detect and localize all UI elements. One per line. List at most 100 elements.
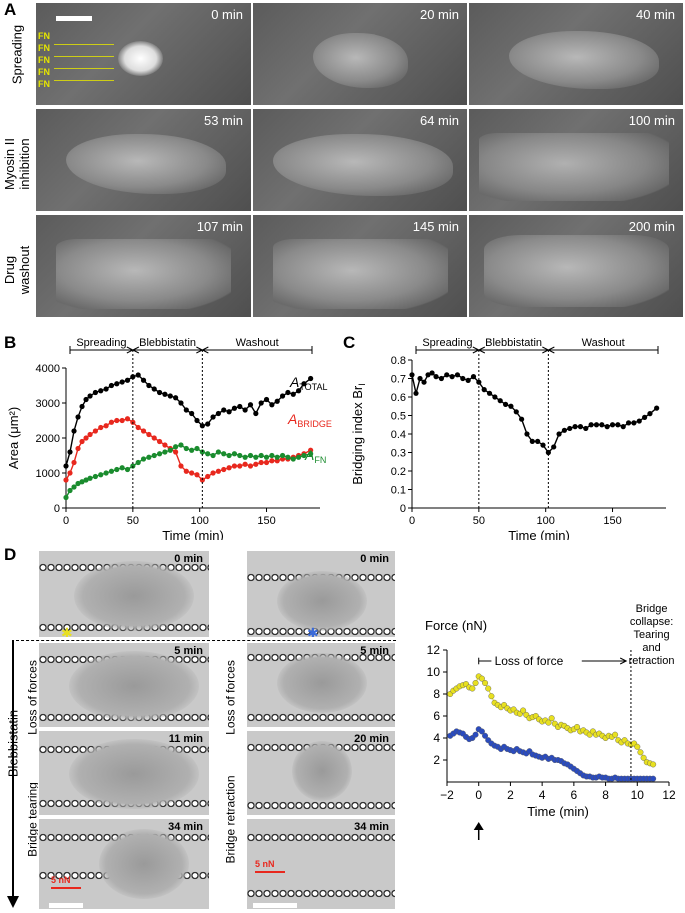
micrograph-spreading-20: 20 min bbox=[252, 2, 468, 106]
x-axis-title: Time (min) bbox=[527, 804, 589, 819]
data-point bbox=[119, 379, 125, 385]
data-point bbox=[540, 442, 546, 448]
data-point bbox=[75, 414, 81, 420]
data-point bbox=[470, 374, 477, 380]
data-point bbox=[417, 375, 423, 382]
y-tick-label: 0 bbox=[54, 503, 60, 515]
scale-label-5nn: 5 nN bbox=[51, 875, 71, 885]
data-point bbox=[460, 375, 466, 382]
data-point bbox=[567, 425, 573, 432]
arrowhead bbox=[201, 346, 209, 354]
data-point bbox=[114, 381, 120, 387]
arrow-up-icon bbox=[473, 822, 484, 830]
x-tick-label: 100 bbox=[537, 515, 555, 527]
y-tick-label: 4000 bbox=[36, 363, 60, 375]
timestamp: 5 min bbox=[360, 645, 389, 657]
x-tick-label: 12 bbox=[662, 788, 676, 802]
data-point bbox=[205, 421, 211, 427]
data-point bbox=[124, 416, 131, 422]
scale-bar bbox=[49, 903, 83, 908]
timestamp: 20 min bbox=[354, 733, 389, 745]
data-point bbox=[615, 422, 621, 428]
row-label-spreading: Spreading bbox=[9, 24, 25, 85]
data-point bbox=[189, 410, 195, 417]
data-point bbox=[63, 494, 69, 501]
data-point bbox=[231, 405, 238, 411]
data-point bbox=[247, 463, 254, 469]
x-tick-label: 0 bbox=[475, 788, 482, 802]
data-point bbox=[140, 428, 147, 434]
micrograph-myosin-53: 53 min bbox=[35, 108, 252, 212]
data-point bbox=[151, 435, 157, 441]
loss-of-force-label: Loss of force bbox=[495, 654, 564, 668]
timestamp: 100 min bbox=[628, 113, 675, 128]
micrograph-myosin-64: 64 min bbox=[252, 108, 468, 212]
y-tick-label: 8 bbox=[433, 687, 440, 701]
cell-image bbox=[56, 239, 231, 309]
data-point bbox=[429, 370, 435, 376]
data-point bbox=[140, 377, 147, 383]
y-tick-label: 6 bbox=[433, 709, 440, 723]
x-tick-label: 2 bbox=[507, 788, 514, 802]
data-point bbox=[98, 388, 104, 394]
data-point bbox=[194, 417, 200, 424]
data-point bbox=[449, 374, 455, 380]
x-tick-label: 50 bbox=[473, 515, 485, 527]
data-point bbox=[162, 442, 168, 448]
data-point bbox=[210, 452, 216, 459]
data-point bbox=[210, 470, 216, 476]
timestamp: 34 min bbox=[168, 821, 203, 833]
data-point bbox=[92, 428, 99, 434]
data-point bbox=[650, 761, 657, 768]
data-point bbox=[205, 451, 211, 457]
data-point bbox=[231, 463, 238, 469]
timestamp: 0 min bbox=[211, 7, 243, 22]
data-point bbox=[577, 424, 584, 430]
data-point bbox=[242, 461, 248, 467]
data-point bbox=[247, 402, 254, 408]
data-point bbox=[108, 468, 115, 474]
micrograph-washout-145: 145 min bbox=[252, 214, 468, 318]
data-point bbox=[63, 477, 69, 483]
series-label: ATOTAL bbox=[289, 374, 328, 392]
data-point bbox=[156, 389, 163, 396]
data-point bbox=[444, 372, 450, 378]
micrograph-spreading-0: FN FN FN FN FN 0 min bbox=[35, 2, 252, 106]
data-point bbox=[296, 388, 302, 394]
y-tick-label: 3000 bbox=[36, 398, 60, 410]
loss-forces-label-right: Loss of forces bbox=[223, 660, 238, 735]
data-point bbox=[237, 452, 243, 459]
data-point bbox=[599, 422, 605, 428]
micrograph-washout-200: 200 min bbox=[468, 214, 684, 318]
cell-image bbox=[313, 33, 408, 88]
row-label-washout: Drug washout bbox=[2, 245, 32, 295]
micrograph-washout-107: 107 min bbox=[35, 214, 252, 318]
data-point bbox=[637, 749, 644, 756]
cell-image bbox=[118, 41, 163, 76]
series-line-0 bbox=[65, 374, 312, 467]
data-point bbox=[87, 431, 93, 438]
data-point bbox=[561, 427, 567, 433]
data-point bbox=[263, 459, 270, 466]
data-point bbox=[114, 466, 120, 473]
data-point bbox=[497, 398, 503, 404]
data-point bbox=[71, 484, 77, 490]
data-point bbox=[75, 480, 81, 487]
timestamp: 64 min bbox=[419, 113, 459, 128]
bridging-index-chart: 0 50 100 150 0 0.1 0.2 0.3 0.4 0.5 0.6 0.7 0.8 Spread… bbox=[350, 337, 666, 540]
star-icon: ✱ bbox=[307, 625, 319, 638]
timestamp: 40 min bbox=[635, 7, 675, 22]
force-chart: −2 0 2 4 6 8 10 12 2 4 6 8 10 12 Force (nN) Time (min) L… bbox=[425, 603, 676, 840]
data-point bbox=[529, 438, 535, 444]
data-point bbox=[124, 377, 131, 383]
data-point bbox=[620, 424, 626, 430]
data-point bbox=[242, 407, 248, 413]
scale-bar bbox=[253, 903, 297, 908]
data-point bbox=[167, 447, 173, 453]
data-point bbox=[103, 386, 109, 392]
data-point bbox=[71, 428, 77, 434]
series-label: ABRIDGE bbox=[287, 411, 332, 429]
data-point bbox=[114, 417, 120, 424]
micrograph-myosin-100: 100 min bbox=[468, 108, 684, 212]
y-tick-label: 1000 bbox=[36, 468, 60, 480]
